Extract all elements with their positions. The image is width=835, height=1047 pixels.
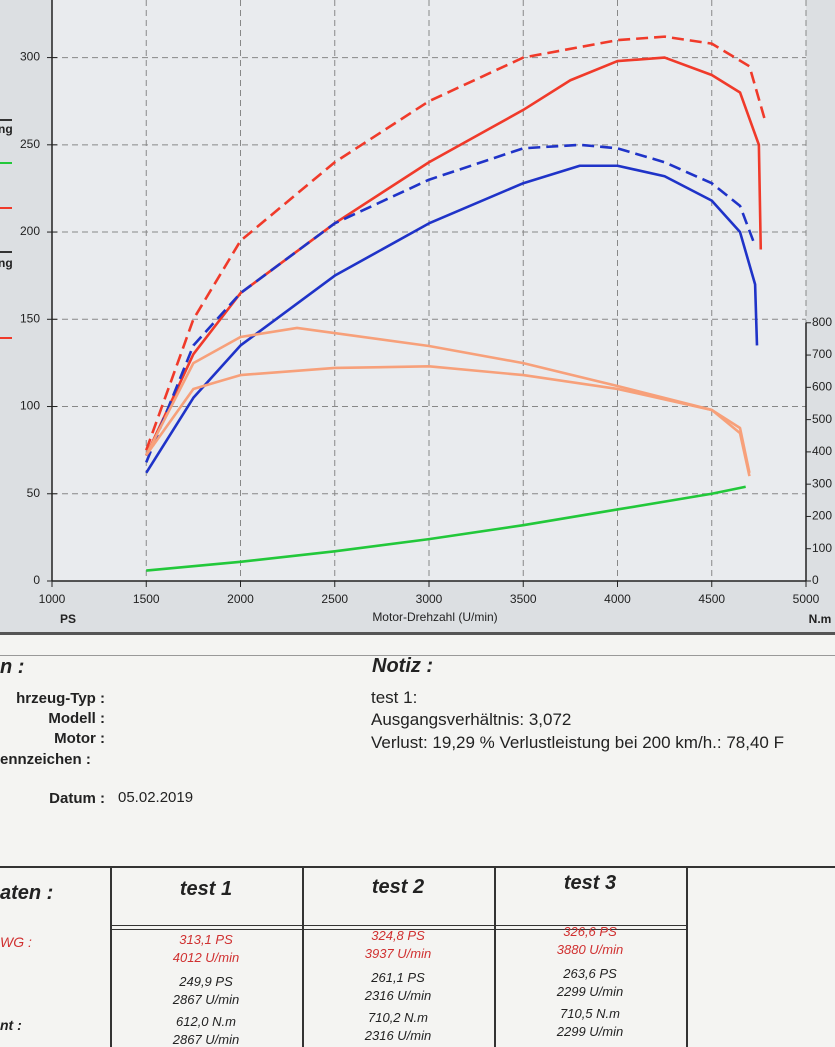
y-tick-label: 0 xyxy=(33,573,40,587)
x-tick-label: 2000 xyxy=(227,592,254,606)
table-border xyxy=(110,866,112,1047)
x-tick-label: 2500 xyxy=(321,592,348,606)
row-label: nt : xyxy=(0,1017,22,1033)
y-tick-label: 50 xyxy=(27,486,41,500)
table-header: test 1 xyxy=(179,878,233,900)
series-line xyxy=(145,164,759,474)
table-cell: 324,8 PS xyxy=(371,928,425,943)
y2-tick-label: 800 xyxy=(812,315,832,329)
x-tick-label: 3500 xyxy=(510,592,537,606)
field-label: hrzeug-Typ : xyxy=(16,690,105,707)
y2-tick-label: 500 xyxy=(812,412,832,426)
y2-tick-label: 200 xyxy=(812,509,832,523)
table-border xyxy=(686,866,688,1047)
y2-tick-label: 0 xyxy=(812,573,819,587)
table-border xyxy=(110,929,686,930)
series-line xyxy=(146,485,746,572)
table-cell: 261,1 PS xyxy=(371,970,425,985)
y-axis-label: PS xyxy=(60,612,76,626)
table-cell: 313,1 PS xyxy=(179,932,233,947)
table-border xyxy=(110,925,686,926)
date-label: Datum : xyxy=(49,790,105,807)
y-tick-label: 100 xyxy=(20,399,40,413)
y-tick-label: 250 xyxy=(20,137,40,151)
table-cell: 612,0 N.m xyxy=(176,1014,236,1029)
y2-tick-label: 100 xyxy=(812,541,832,555)
y2-tick-label: 300 xyxy=(812,476,832,490)
field-label: ennzeichen : xyxy=(0,751,91,768)
y-tick-label: 300 xyxy=(20,50,40,64)
x-tick-label: 5000 xyxy=(793,592,820,606)
series-line xyxy=(145,365,751,474)
field-label: Motor : xyxy=(54,730,105,747)
date: 05.02.2019 xyxy=(118,789,194,806)
divider xyxy=(0,655,835,656)
table-border xyxy=(0,866,835,868)
table-cell: 2299 U/min xyxy=(556,984,624,999)
table-cell: 3937 U/min xyxy=(364,946,432,961)
table-cell: 2867 U/min xyxy=(172,992,240,1007)
x-tick-label: 3000 xyxy=(416,592,443,606)
separator xyxy=(0,632,835,635)
x-axis-label: Motor-Drehzahl (U/min) xyxy=(372,610,497,624)
x-tick-label: 1000 xyxy=(39,592,66,606)
y2-tick-label: 600 xyxy=(812,380,832,394)
table-cell: 263,6 PS xyxy=(563,966,617,981)
legend-fragment: ng xyxy=(0,256,13,270)
x-tick-label: 1500 xyxy=(133,592,160,606)
series-line xyxy=(145,143,755,463)
table-cell: 2867 U/min xyxy=(172,1032,240,1047)
chart: PS N.m Motor-Drehzahl (U/min) ng ng 1000… xyxy=(0,0,835,635)
info-heading: n : xyxy=(0,656,25,678)
table-header: test 3 xyxy=(563,872,617,894)
table-border xyxy=(494,866,496,1047)
y2-tick-label: 400 xyxy=(812,444,832,458)
y2-axis-label: N.m xyxy=(809,612,832,626)
table-cell: 249,9 PS xyxy=(179,974,233,989)
series-line xyxy=(145,56,763,456)
row-label: WG : xyxy=(0,934,32,950)
notes-heading: Notiz : xyxy=(372,655,434,677)
x-tick-label: 4000 xyxy=(604,592,631,606)
table-header: test 2 xyxy=(371,876,425,898)
y2-tick-label: 700 xyxy=(812,347,832,361)
table-cell: 4012 U/min xyxy=(172,950,240,965)
table-cell: 2316 U/min xyxy=(364,988,432,1003)
note-line: Verlust: 19,29 % Verlustleistung bei 200… xyxy=(371,733,784,752)
series-line xyxy=(145,326,751,477)
series-line xyxy=(145,35,766,451)
table-border xyxy=(302,866,304,1047)
legend-fragment: ng xyxy=(0,122,13,136)
x-tick-label: 4500 xyxy=(698,592,725,606)
note-line: Ausgangsverhältnis: 3,072 xyxy=(371,710,572,729)
table-cell: 710,5 N.m xyxy=(560,1006,620,1021)
y-tick-label: 150 xyxy=(20,311,40,325)
table-cell: 2299 U/min xyxy=(556,1024,624,1039)
note-line: test 1: xyxy=(371,688,418,707)
y-tick-label: 200 xyxy=(20,224,40,238)
table-header: aten : xyxy=(0,882,54,904)
table-cell: 326,6 PS xyxy=(563,924,617,939)
field-label: Modell : xyxy=(48,710,105,727)
table-cell: 2316 U/min xyxy=(364,1028,432,1043)
table-cell: 710,2 N.m xyxy=(368,1010,428,1025)
table-cell: 3880 U/min xyxy=(556,942,624,957)
